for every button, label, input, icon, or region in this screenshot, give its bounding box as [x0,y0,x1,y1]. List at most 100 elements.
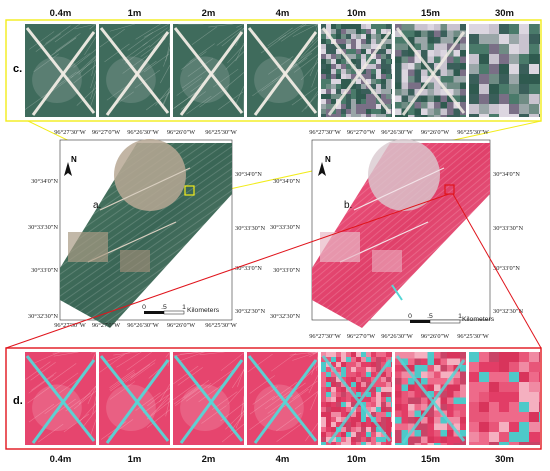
resolution-label: 15m [421,454,440,465]
map-b-scale-labels: 0 .5 1 Kilometers [408,313,495,323]
scale-unit-label: Kilometers [187,307,220,314]
resolution-label: 1m [128,454,142,465]
map-b-north-arrow-icon [318,162,326,176]
tile-d-2 [172,351,245,445]
panel-c-frame [5,19,542,122]
map-b-scalebar-segment [410,320,430,323]
panel-c-tiles [24,23,540,117]
tile-d-3 [247,351,319,445]
map-a: N a. 0 .5 1 Kilometers [59,139,233,328]
lon-label: 96°26'0"W [421,333,450,340]
resolution-label: 4m [276,454,290,465]
map-b-road [353,167,445,211]
map-a-north-arrow-icon [64,162,72,176]
callout-line-red-right [452,193,542,349]
resolution-label: 30m [495,8,514,19]
map-a-zoom-box [184,185,195,196]
map-b-top-lon-labels: 96°27'30"W 96°27'0"W 96°26'30"W 96°26'0"W 96… [309,129,489,136]
resolution-label: 2m [202,454,216,465]
map-a-right-lat-labels: 30°34'0"N 30°33'30"N 30°33'0"N 30°32'30"N [235,171,265,315]
panel-c-labels: 0.4m 1m 2m 4m 10m 15m 30m [50,8,514,19]
lon-label: 96°25'30"W [457,333,489,340]
map-a-letter: a. [93,200,101,211]
panel-d-frame [5,347,542,450]
lon-label: 96°26'0"W [421,129,450,136]
map-b-field-patch [372,250,402,272]
lat-label: 30°33'0"N [273,267,300,274]
lon-label: 96°27'30"W [54,129,86,136]
resolution-label: 30m [495,454,514,465]
map-a-top-lon-labels: 96°27'30"W 96°27'0"W 96°26'30"W 96°26'0"W 96… [54,129,237,136]
tile-c-6 [469,24,540,117]
tile-c-3 [247,23,319,117]
map-b: N b. 0 .5 1 Kilometers [311,139,495,328]
lat-label: 30°32'30"N [235,308,265,315]
map-b-left-lat-labels: 30°34'0"N 30°33'30"N 30°33'0"N 30°32'30"N [270,178,300,320]
lon-label: 96°26'30"W [127,322,159,329]
tile-c-1 [99,23,171,117]
lon-label: 96°27'0"W [92,129,121,136]
map-b-bottom-lon-labels: 96°27'30"W 96°27'0"W 96°26'30"W 96°26'0"W 96… [309,333,489,340]
lat-label: 30°33'30"N [28,224,58,231]
map-b-north-label: N [325,155,331,164]
resolution-label: 1m [128,8,142,19]
map-a-field-patch [68,232,108,262]
resolution-label: 10m [347,8,366,19]
lon-label: 96°26'30"W [127,129,159,136]
panel-d-labels: 0.4m 1m 2m 4m 10m 15m 30m [50,454,514,465]
lon-label: 96°27'0"W [347,333,376,340]
tile-c-2 [173,23,245,117]
tile-d-5 [395,352,466,445]
tile-d-6 [469,352,540,445]
map-b-scalebar-segment [429,319,461,324]
scale-unit-label: Kilometers [462,316,495,323]
scale-tick-label: 1 [458,313,462,320]
lat-label: 30°32'30"N [270,313,300,320]
panel-d-tiles [25,351,540,445]
lat-label: 30°34'0"N [235,171,262,178]
callout-line-red-left [5,193,450,349]
resolution-label: 15m [421,8,440,19]
lon-label: 96°26'0"W [167,129,196,136]
resolution-label: 10m [347,454,366,465]
map-b-pivot-field [368,139,440,211]
resolution-label: 4m [276,8,290,19]
lat-label: 30°33'0"N [235,265,262,272]
map-a-scalebar-segment [144,311,164,314]
tile-c-0 [24,23,97,117]
map-a-scalebar-segment [163,310,185,315]
map-a-left-lat-labels: 30°34'0"N 30°33'30"N 30°33'0"N 30°32'30"N [28,178,58,320]
lat-label: 30°33'30"N [493,225,523,232]
lon-label: 96°25'30"W [457,129,489,136]
panel-d-letter: d. [13,395,23,407]
lon-label: 96°26'30"W [381,129,413,136]
map-b-zoom-box [444,184,455,195]
lon-label: 96°26'0"W [167,322,196,329]
lat-label: 30°33'30"N [235,225,265,232]
lon-label: 96°27'30"W [309,129,341,136]
lat-label: 30°32'30"N [493,308,523,315]
scale-tick-label: .5 [427,313,433,320]
map-a-road [99,167,191,211]
map-b-water-strip [391,284,403,301]
panel-c-letter: c. [13,63,22,75]
lat-label: 30°33'30"N [270,224,300,231]
scale-tick-label: 1 [182,304,186,311]
lat-label: 30°34'0"N [31,178,58,185]
map-b-right-lat-labels: 30°34'0"N 30°33'30"N 30°33'0"N 30°32'30"N [493,171,523,315]
tile-d-4 [321,352,392,445]
lon-label: 96°27'0"W [92,322,121,329]
tile-c-4 [321,24,392,117]
lat-label: 30°32'30"N [28,313,58,320]
lat-label: 30°34'0"N [273,178,300,185]
resolution-label: 0.4m [50,454,72,465]
lat-label: 30°33'0"N [31,267,58,274]
lat-label: 30°33'0"N [493,265,520,272]
lat-label: 30°34'0"N [493,171,520,178]
resolution-label: 2m [202,8,216,19]
lon-label: 96°27'0"W [347,129,376,136]
tile-d-1 [99,351,171,445]
map-a-field-patch [120,250,150,272]
